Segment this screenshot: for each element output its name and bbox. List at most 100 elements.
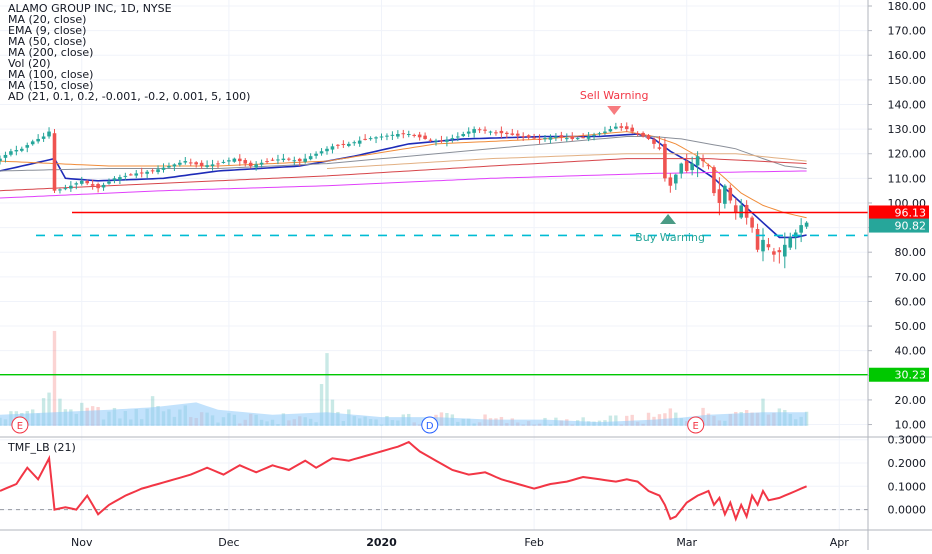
- candle-body: [614, 126, 618, 129]
- horizontal-lines: [0, 211, 868, 376]
- candle-body: [456, 136, 460, 138]
- candle-body: [744, 204, 749, 218]
- candle-body: [505, 132, 509, 135]
- candle-body: [603, 131, 607, 133]
- candle-body: [210, 164, 215, 167]
- candle-body: [510, 133, 515, 135]
- candle-body: [679, 163, 684, 174]
- indicator-tick-label: 0.0000: [888, 504, 927, 517]
- candle-body: [739, 205, 743, 218]
- candle-body: [690, 163, 694, 171]
- candle-body: [156, 169, 160, 173]
- candle-body: [36, 138, 40, 142]
- tmf-legend[interactable]: TMF_LB (21): [8, 441, 76, 454]
- ma20-line: [0, 133, 807, 239]
- legend-ma20[interactable]: MA (20, close): [8, 13, 87, 26]
- candle-body: [74, 183, 79, 185]
- candle-body: [674, 174, 678, 184]
- price-tick-label: 70.00: [895, 271, 927, 284]
- candle-body: [254, 164, 258, 168]
- ema9-line: [0, 131, 807, 219]
- price-tick-label: 110.00: [888, 172, 927, 185]
- candle-body: [52, 133, 57, 191]
- candle-body: [248, 162, 253, 167]
- earnings-marker[interactable]: [11, 416, 29, 434]
- price-label: 30.23: [895, 369, 927, 382]
- price-label: 96.13: [895, 206, 927, 219]
- buy-warning-marker: [660, 214, 677, 224]
- dividend-marker[interactable]: [421, 416, 439, 434]
- candle-body: [199, 162, 204, 167]
- candle-body: [145, 171, 149, 174]
- candle-body: [526, 135, 531, 138]
- sell-warning-marker: [607, 106, 622, 115]
- candle-body: [532, 137, 536, 139]
- indicator-pane: [0, 439, 868, 522]
- candle-body: [259, 162, 264, 165]
- legend-ma50[interactable]: MA (50, close): [8, 35, 87, 48]
- candle-body: [0, 158, 2, 162]
- volume-bar: [625, 415, 629, 426]
- candle-body: [592, 134, 596, 136]
- candle-body: [772, 251, 776, 255]
- candle-body: [194, 162, 198, 165]
- candle-body: [123, 175, 128, 177]
- candle-body: [129, 174, 133, 176]
- candle-body: [668, 177, 673, 186]
- indicator-tick-label: 0.1000: [888, 480, 927, 493]
- price-label-box: [869, 205, 929, 220]
- candle-body: [804, 222, 809, 227]
- candle-body: [777, 250, 782, 253]
- time-tick-label: 2020: [366, 536, 397, 549]
- candle-body: [575, 138, 580, 140]
- candle-body: [445, 139, 449, 142]
- indicator-tick-label: 0.3000: [888, 434, 927, 447]
- earnings-marker[interactable]: [687, 416, 705, 434]
- legend-ma100[interactable]: MA (100, close): [8, 68, 94, 81]
- candle-body: [717, 189, 722, 203]
- volume-bar: [761, 398, 765, 426]
- candle-body: [134, 173, 139, 176]
- candle-body: [728, 187, 733, 201]
- candle-body: [439, 140, 444, 142]
- candle-body: [227, 160, 231, 162]
- candle-body: [118, 177, 122, 180]
- legend-ma150[interactable]: MA (150, close): [8, 79, 94, 92]
- candle-body: [706, 165, 711, 167]
- candle-body: [428, 139, 433, 141]
- price-tick-label: 160.00: [888, 49, 927, 62]
- volume-bar: [330, 399, 335, 426]
- time-axis: Nov Dec 2020 Feb Mar Apr: [0, 529, 932, 549]
- price-tick-label: 180.00: [888, 0, 927, 13]
- tmf-line: [0, 440, 807, 522]
- candle-body: [352, 142, 357, 144]
- buy-warning-label: Buy Warning: [635, 231, 705, 244]
- legend-ma200[interactable]: MA (200, close): [8, 46, 94, 59]
- candle-body: [619, 126, 624, 128]
- candle-body: [477, 129, 482, 131]
- candle-body: [167, 166, 171, 168]
- candle-body: [85, 181, 89, 184]
- candle-body: [543, 138, 547, 140]
- volume-bar: [804, 411, 809, 426]
- candle-body: [183, 161, 188, 163]
- price-tick-label: 50.00: [895, 320, 927, 333]
- legend-ad[interactable]: AD (21, 0.1, 0.2, -0.001, -0.2, 0.001, 5…: [8, 90, 251, 103]
- candle-body: [766, 244, 771, 248]
- candle-body: [712, 167, 716, 194]
- legend-vol20[interactable]: Vol (20): [8, 57, 51, 70]
- candle-body: [58, 189, 62, 191]
- candle-body: [461, 134, 466, 137]
- price-tick-label: 20.00: [895, 394, 927, 407]
- price-tick-label: 80.00: [895, 246, 927, 259]
- candle-body: [30, 141, 35, 145]
- candle-body: [466, 131, 471, 134]
- candle-body: [90, 184, 95, 186]
- price-tick-label: 130.00: [888, 123, 927, 136]
- candle-body: [221, 161, 226, 163]
- candle-body: [581, 137, 585, 139]
- candle-body: [788, 237, 793, 248]
- legend-ema9[interactable]: EMA (9, close): [8, 24, 87, 37]
